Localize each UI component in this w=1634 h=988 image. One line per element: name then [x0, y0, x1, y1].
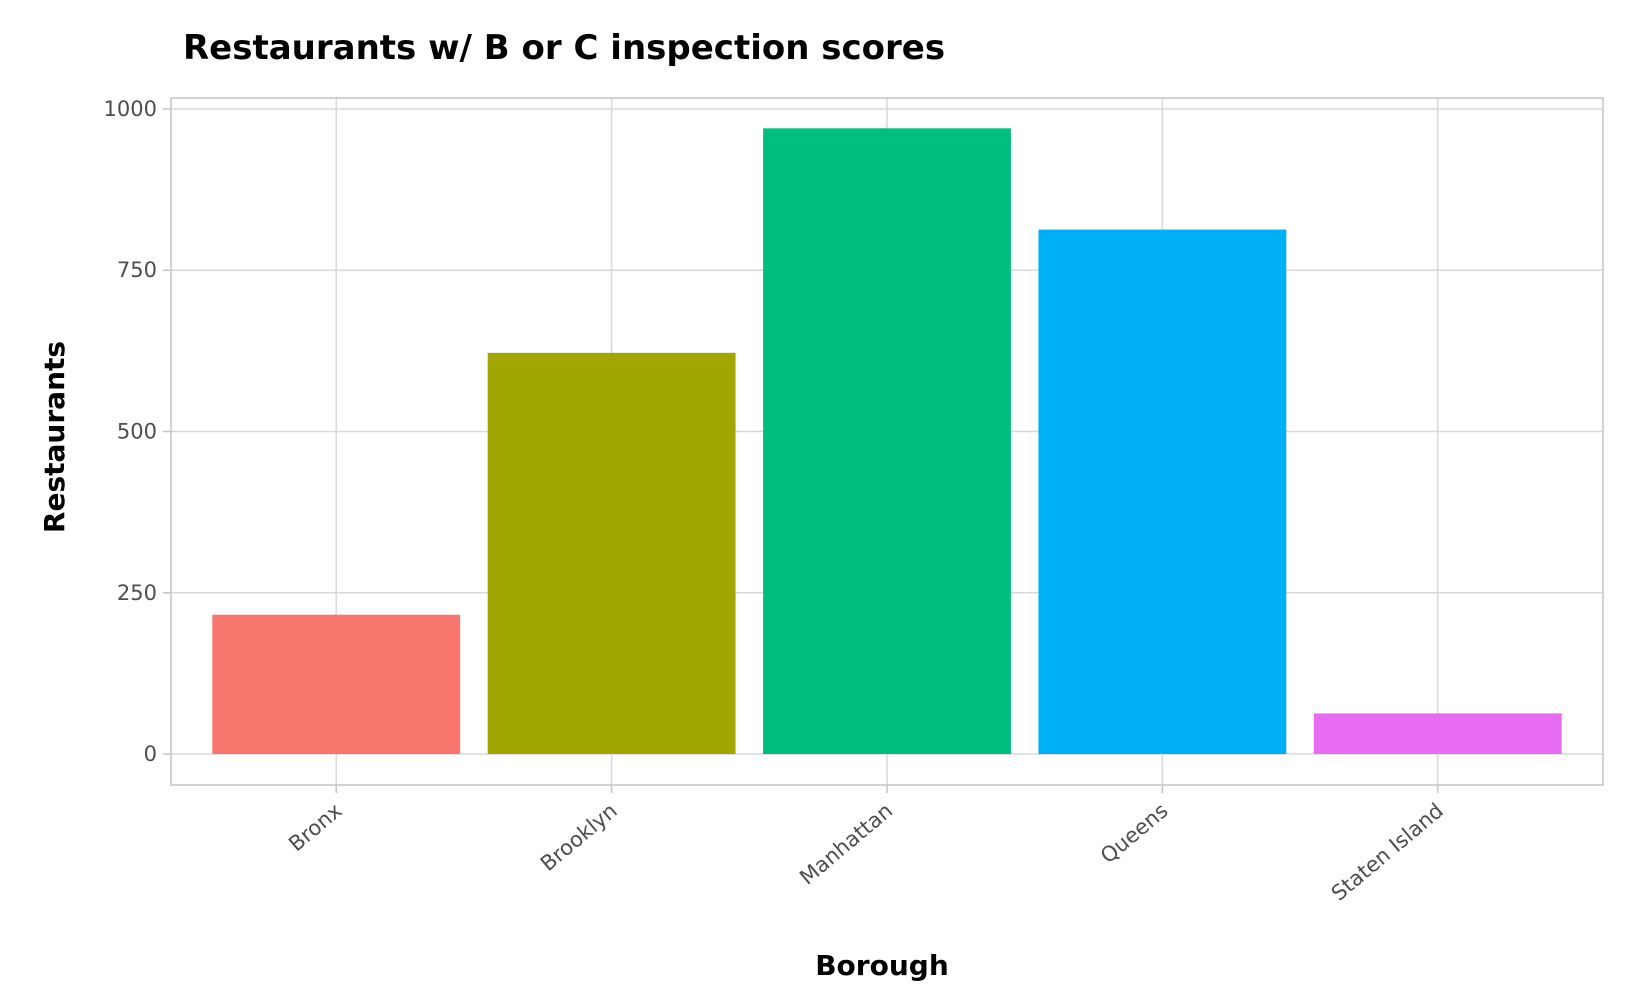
y-tick-label: 0 [144, 742, 157, 766]
x-tick-label: Staten Island [1327, 798, 1448, 905]
axis-ticks [163, 108, 1439, 793]
y-axis-tick-labels: 0 250 500 750 1000 [104, 97, 157, 766]
bar-brooklyn [487, 352, 736, 755]
bars [212, 128, 1562, 755]
y-axis-title: Restaurants [38, 341, 71, 533]
x-axis-title: Borough [815, 949, 949, 982]
bar-manhattan [763, 128, 1011, 755]
x-tick-label: Manhattan [795, 798, 897, 889]
bar-staten-island [1313, 713, 1562, 755]
x-axis-tick-labels: Bronx Brooklyn Manhattan Queens Staten Islan… [284, 798, 1448, 905]
chart-title: Restaurants w/ B or C inspection scores [183, 28, 945, 68]
x-tick-label: Brooklyn [536, 798, 622, 876]
y-tick-label: 1000 [104, 97, 157, 121]
bar-queens [1038, 229, 1287, 755]
x-tick-label: Bronx [284, 798, 346, 856]
x-tick-label: Queens [1096, 798, 1173, 868]
y-tick-label: 250 [117, 581, 157, 605]
y-tick-label: 750 [117, 258, 157, 282]
bar-bronx [212, 614, 461, 755]
y-tick-label: 500 [117, 420, 157, 444]
